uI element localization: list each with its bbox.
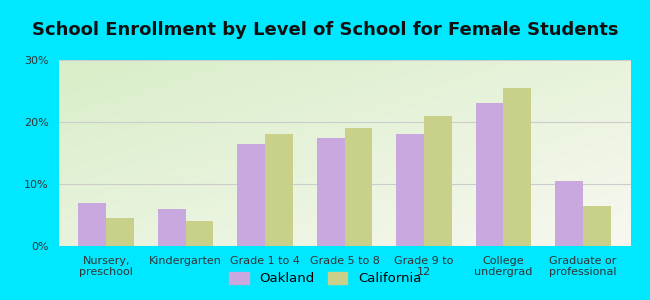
Bar <box>317 137 345 246</box>
Bar <box>186 221 213 246</box>
Text: School Enrollment by Level of School for Female Students: School Enrollment by Level of School for… <box>32 21 618 39</box>
Bar <box>503 88 531 246</box>
Bar <box>424 116 452 246</box>
Bar <box>237 144 265 246</box>
Bar <box>265 134 293 246</box>
Bar <box>106 218 134 246</box>
Bar <box>79 202 106 246</box>
Bar <box>476 103 503 246</box>
Bar <box>158 209 186 246</box>
Bar <box>583 206 610 246</box>
Bar <box>555 181 583 246</box>
Bar <box>344 128 372 246</box>
Bar <box>396 134 424 246</box>
Legend: Oakland, California: Oakland, California <box>224 266 426 290</box>
